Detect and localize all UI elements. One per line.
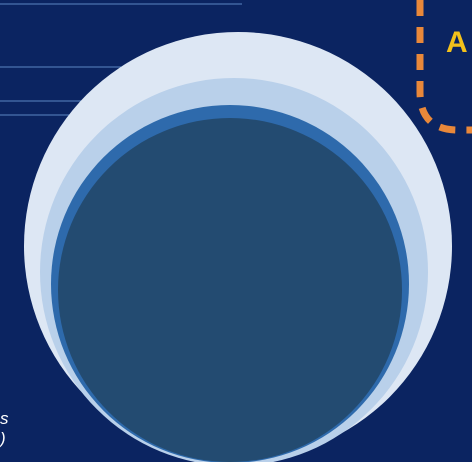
circle-inner xyxy=(58,118,402,462)
side-text-line-1: s xyxy=(0,409,9,428)
side-text-line-2: ) xyxy=(0,429,6,448)
callout-box xyxy=(416,0,472,134)
callout-label: A xyxy=(446,26,468,59)
